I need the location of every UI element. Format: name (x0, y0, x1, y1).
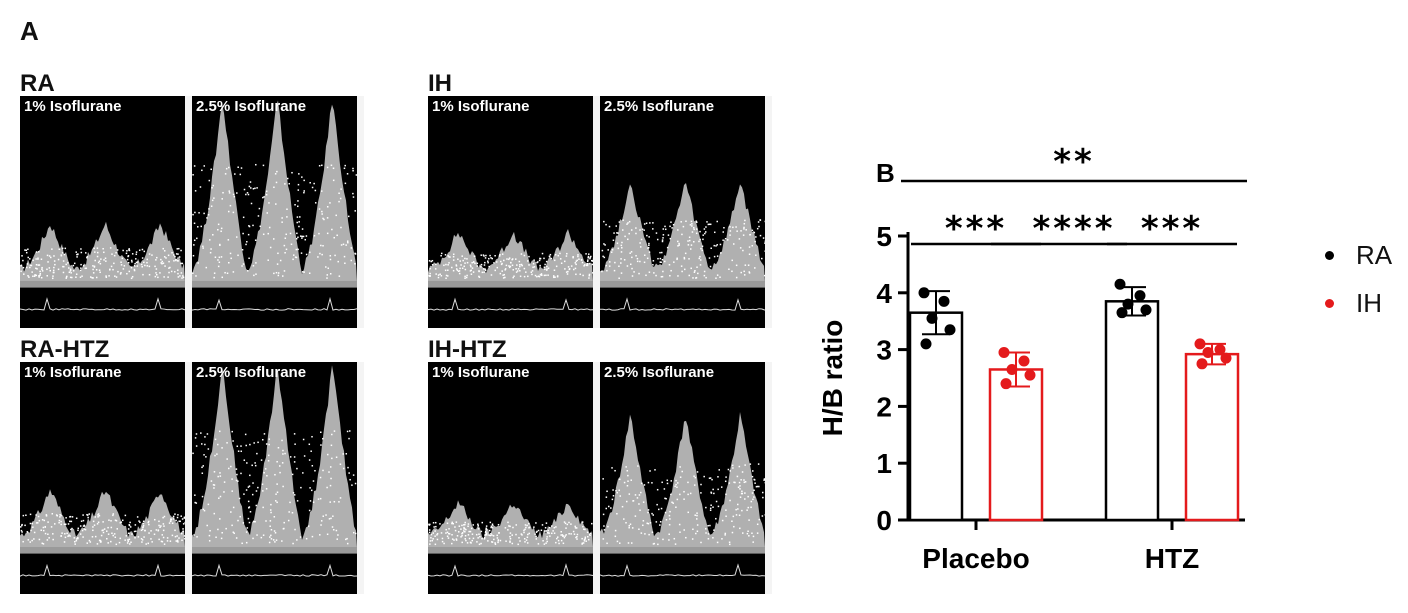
velocity-scale-strip (593, 362, 600, 594)
data-point (1220, 352, 1232, 364)
y-tick-label: 5 (876, 221, 892, 252)
data-point (1194, 338, 1206, 350)
doppler-image-1-low: 1% Isoflurane (428, 96, 593, 328)
bar-placebo-ra (908, 311, 964, 522)
data-point (920, 338, 932, 350)
data-point (1202, 346, 1214, 358)
legend-item-ra: RA (1325, 240, 1392, 271)
group-title-1: IH (428, 70, 452, 97)
doppler-image-2-low: 1% Isoflurane (20, 362, 185, 594)
velocity-scale-strip (593, 96, 600, 328)
data-point (944, 324, 956, 336)
velocity-scale-strip (765, 96, 772, 328)
data-point (1000, 378, 1012, 390)
velocity-scale-strip (185, 362, 192, 594)
x-tick-label: Placebo (922, 543, 1029, 574)
velocity-scale-strip (765, 362, 772, 594)
panel-a-letter: A (20, 16, 39, 46)
doppler-image-0-high: 2.5% Isoflurane (192, 96, 357, 328)
data-point (1116, 307, 1128, 319)
panel-b-letter: B (876, 158, 895, 188)
legend-item-ih: IH (1325, 288, 1382, 319)
doppler-image-0-low: 1% Isoflurane (20, 96, 185, 328)
data-point (1214, 344, 1226, 356)
isoflurane-label: 1% Isoflurane (24, 98, 122, 115)
y-tick-label: 1 (876, 448, 892, 479)
legend-ih-marker (1325, 299, 1334, 308)
data-point (1140, 304, 1152, 316)
velocity-scale-strip (185, 96, 192, 328)
doppler-image-3-high: 2.5% Isoflurane (600, 362, 765, 594)
data-point (1122, 298, 1134, 310)
isoflurane-label: 2.5% Isoflurane (196, 98, 307, 115)
x-tick-label: HTZ (1145, 543, 1199, 574)
velocity-scale-strip (357, 362, 364, 594)
isoflurane-label: 1% Isoflurane (24, 364, 122, 381)
group-title-3: IH-HTZ (428, 336, 507, 363)
y-axis-label: H/B ratio (817, 320, 848, 437)
data-point (938, 295, 950, 307)
data-point (998, 346, 1010, 358)
legend-ra-label: RA (1356, 240, 1393, 270)
significance-label: **** (1032, 209, 1115, 249)
data-point (1134, 290, 1146, 302)
data-point (1114, 278, 1126, 290)
doppler-image-1-high: 2.5% Isoflurane (600, 96, 765, 328)
data-point (1024, 369, 1036, 381)
velocity-scale-strip (357, 96, 364, 328)
legend-ih-label: IH (1356, 288, 1382, 318)
data-point (1006, 363, 1018, 375)
data-point (926, 312, 938, 324)
significance-label: *** (945, 209, 1007, 249)
y-tick-label: 4 (876, 278, 892, 309)
bar-htz-ra (1104, 300, 1160, 522)
doppler-image-2-high: 2.5% Isoflurane (192, 362, 357, 594)
isoflurane-label: 2.5% Isoflurane (604, 98, 715, 115)
bar-htz-ih (1184, 352, 1240, 522)
legend-ra-marker (1325, 251, 1334, 260)
isoflurane-label: 1% Isoflurane (432, 364, 530, 381)
data-point (918, 287, 930, 299)
isoflurane-label: 1% Isoflurane (432, 98, 530, 115)
isoflurane-label: 2.5% Isoflurane (604, 364, 715, 381)
group-title-2: RA-HTZ (20, 336, 110, 363)
data-point (1018, 355, 1030, 367)
data-point (1196, 358, 1208, 370)
isoflurane-label: 2.5% Isoflurane (196, 364, 307, 381)
y-tick-label: 3 (876, 335, 892, 366)
y-tick-label: 2 (876, 391, 892, 422)
significance-label: ** (1053, 142, 1095, 182)
group-title-0: RA (20, 70, 55, 97)
y-tick-label: 0 (876, 505, 892, 536)
bar-placebo-ih (988, 368, 1044, 522)
doppler-image-3-low: 1% Isoflurane (428, 362, 593, 594)
significance-label: *** (1141, 209, 1203, 249)
